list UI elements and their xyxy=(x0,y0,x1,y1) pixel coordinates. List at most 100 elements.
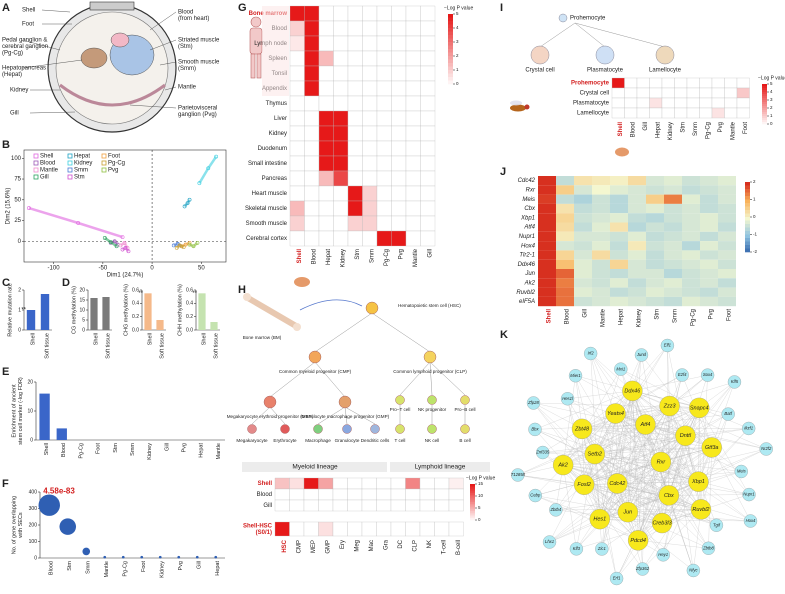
bubble xyxy=(140,555,144,559)
colorbar-step xyxy=(470,518,475,521)
gene-label: T12858 xyxy=(511,472,526,477)
col-label: Mantle xyxy=(730,121,736,140)
colorbar-step xyxy=(470,493,475,496)
point xyxy=(214,154,219,159)
gene-label: Dnttl xyxy=(680,433,692,439)
leader-line xyxy=(149,11,177,31)
network-edge xyxy=(576,522,663,549)
lineage-arrow xyxy=(344,406,376,425)
heat-cell xyxy=(391,155,407,172)
heat-cell xyxy=(303,488,319,501)
gene-node xyxy=(526,396,541,410)
colorbar-step xyxy=(745,185,750,190)
col-label: Pvg xyxy=(718,122,724,132)
bubble xyxy=(214,555,218,559)
gene-node xyxy=(759,442,773,456)
point xyxy=(185,201,190,205)
legend-swatch xyxy=(101,160,107,166)
heat-cell xyxy=(318,230,334,247)
heat-cell xyxy=(592,203,610,214)
heat-cell xyxy=(682,287,700,297)
x-tick-label: Stm xyxy=(113,443,119,453)
colorbar-step xyxy=(448,21,453,25)
network-edge xyxy=(669,405,694,571)
point xyxy=(120,247,125,252)
network-edge xyxy=(685,428,749,436)
network-edge xyxy=(711,447,751,522)
heat-cell xyxy=(318,200,334,217)
heat-cell xyxy=(376,170,392,187)
row-label: Cdc42 xyxy=(518,178,536,184)
heat-cell xyxy=(362,35,378,52)
cell-icon xyxy=(427,424,437,434)
colorbar-step xyxy=(745,234,750,239)
gene-node xyxy=(574,474,595,495)
heat-cell xyxy=(420,50,436,67)
heat-cell xyxy=(304,80,320,97)
heat-cell xyxy=(649,87,663,99)
leader-line xyxy=(41,9,71,13)
heat-cell xyxy=(391,65,407,82)
heat-cell xyxy=(332,499,348,512)
network-edge xyxy=(563,390,633,466)
heat-cell xyxy=(574,222,592,232)
heat-cell xyxy=(736,107,750,119)
colorbar-step xyxy=(762,114,767,117)
gene-label: Mier1 xyxy=(570,373,580,378)
heat-cell xyxy=(289,5,305,22)
annotation: ** xyxy=(192,291,197,297)
gene-node xyxy=(709,518,724,532)
heat-cell xyxy=(556,287,574,297)
gene-node xyxy=(528,488,542,503)
cell-icon xyxy=(395,424,405,434)
heat-cell xyxy=(448,477,464,490)
colorbar-step xyxy=(762,88,767,91)
network-edge xyxy=(517,424,646,476)
colorbar-label: 3 xyxy=(770,97,773,102)
network-edge xyxy=(638,481,699,541)
heat-cell xyxy=(724,97,738,109)
heat-cell xyxy=(686,87,700,99)
point xyxy=(187,241,192,245)
heat-cell xyxy=(700,203,718,214)
heat-cell xyxy=(420,215,436,232)
col-label: Stm xyxy=(355,249,361,260)
point xyxy=(187,242,192,247)
heat-cell xyxy=(347,35,363,52)
heat-cell xyxy=(674,97,688,109)
gene-node xyxy=(742,487,756,502)
bar xyxy=(39,393,50,440)
heat-cell xyxy=(718,194,736,204)
network-edge xyxy=(534,390,633,430)
heat-cell xyxy=(649,97,663,109)
heat-cell xyxy=(333,215,349,232)
row-label: Ddx46 xyxy=(518,262,536,268)
heat-cell xyxy=(347,65,363,82)
heat-cell xyxy=(420,155,436,172)
heat-cell xyxy=(347,521,363,537)
col-label: Kidney xyxy=(340,249,346,267)
x-tick-label: Soft tissue xyxy=(105,333,111,359)
heat-cell xyxy=(700,231,718,242)
y-axis-label: No. of gene overlapping xyxy=(11,496,17,554)
heat-cell xyxy=(318,140,334,157)
organ-label: Gill xyxy=(10,111,19,117)
heat-cell xyxy=(700,241,718,251)
y-axis-label: CHG methylation (%) xyxy=(123,284,129,336)
x-tick-label: Stm xyxy=(67,561,73,571)
network-edge xyxy=(563,405,670,466)
network-edge xyxy=(542,435,686,453)
heat-cell xyxy=(362,215,378,232)
gene-label: Zzz3 xyxy=(663,403,677,409)
y-axis-label: with SECs xyxy=(18,512,24,539)
heat-cell xyxy=(646,287,664,297)
x-tick-label: Gill xyxy=(197,561,203,569)
heat-cell xyxy=(718,222,736,232)
heat-cell xyxy=(391,125,407,142)
heat-cell xyxy=(318,499,334,512)
heat-cell xyxy=(538,213,556,223)
heat-cell xyxy=(664,259,682,269)
gene-node xyxy=(701,437,722,458)
gene-node xyxy=(656,548,670,562)
heat-cell xyxy=(556,269,574,279)
